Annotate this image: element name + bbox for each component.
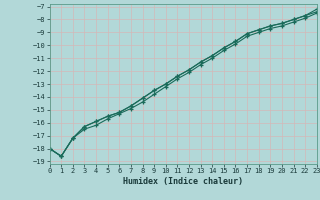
X-axis label: Humidex (Indice chaleur): Humidex (Indice chaleur) bbox=[123, 177, 243, 186]
